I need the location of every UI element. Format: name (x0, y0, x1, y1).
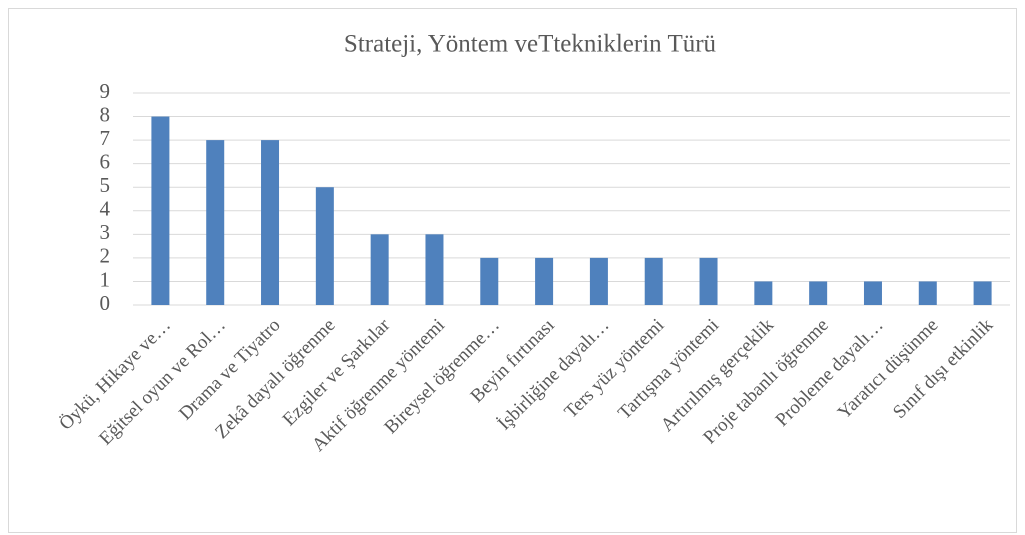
bar (206, 140, 225, 305)
bar (315, 187, 334, 305)
bar (699, 257, 718, 305)
bar (863, 281, 882, 305)
y-tick-label: 5 (100, 173, 111, 197)
bar (151, 116, 170, 305)
y-tick-label: 8 (100, 102, 111, 126)
bar (425, 234, 444, 305)
bar (809, 281, 828, 305)
bar (918, 281, 937, 305)
bar (480, 257, 499, 305)
y-tick-label: 4 (100, 197, 111, 221)
bar (370, 234, 389, 305)
y-tick-label: 7 (100, 126, 111, 150)
bar (261, 140, 280, 305)
bar (535, 257, 554, 305)
chart-title: Strateji, Yöntem veTteknikl­erin Türü (344, 31, 717, 58)
y-tick-label: 1 (100, 267, 111, 291)
bar (973, 281, 992, 305)
bar (644, 257, 663, 305)
y-tick-label: 3 (100, 220, 111, 244)
chart-border (8, 8, 1017, 533)
bar (754, 281, 773, 305)
y-tick-label: 6 (100, 149, 111, 173)
y-tick-label: 9 (100, 79, 111, 103)
y-tick-label: 0 (100, 291, 111, 315)
bar (589, 257, 608, 305)
y-tick-label: 2 (100, 244, 111, 268)
